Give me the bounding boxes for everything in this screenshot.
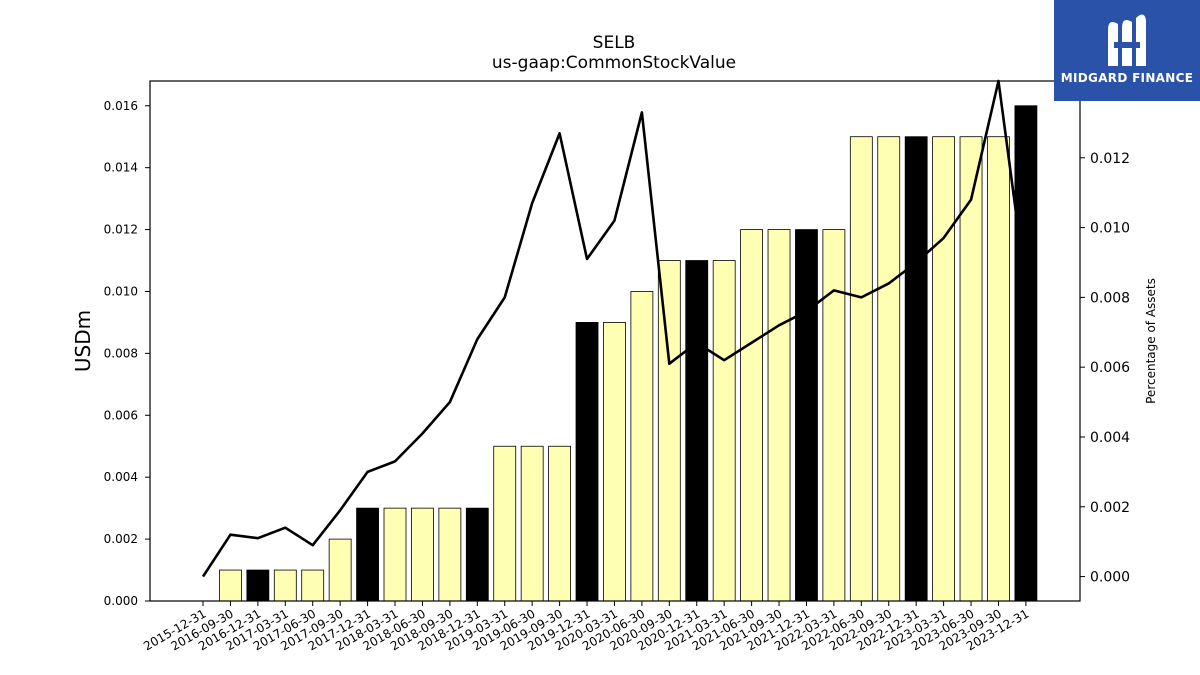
chart-title: SELB: [593, 33, 636, 53]
bar: [465, 507, 489, 602]
bar: [657, 260, 681, 602]
bar: [575, 322, 599, 602]
bar: [712, 260, 736, 602]
bar: [904, 136, 928, 602]
y-tick-label: 0.002: [104, 532, 138, 546]
bar: [822, 229, 846, 602]
midgard-logo-icon: [1108, 14, 1146, 67]
bar: [438, 507, 462, 602]
series-line: [201, 79, 1028, 578]
x-axis: 2015-12-312016-09-302016-12-312017-03-31…: [141, 601, 1031, 653]
y2-tick-label: 0.008: [1090, 290, 1130, 306]
y-tick-label: 0.006: [104, 408, 138, 422]
bar: [959, 136, 983, 602]
y-tick-label: 0.010: [104, 284, 138, 298]
brand-logo: MIDGARD FINANCE: [1054, 0, 1200, 101]
y-tick-label: 0.016: [104, 99, 138, 113]
bar: [520, 445, 544, 602]
bar: [548, 445, 571, 602]
bar: [877, 136, 901, 602]
line-group: [201, 79, 1028, 578]
bar: [246, 569, 270, 602]
y-tick-label: 0.004: [104, 470, 138, 484]
chart-subtitle: us-gaap:CommonStockValue: [492, 53, 736, 73]
bar: [1014, 105, 1038, 602]
bar-group: [219, 105, 1038, 602]
y2-axis-label: Percentage of Assets: [1144, 278, 1158, 404]
y-tick-label: 0.012: [104, 223, 138, 237]
y-axis-left: 0.000 0.002 0.004 0.006 0.008 0.010 0.012 0.014…: [104, 99, 150, 608]
bar: [795, 229, 818, 602]
y-tick-label: 0.014: [104, 161, 138, 175]
y2-tick-label: 0.004: [1090, 430, 1130, 446]
bar: [356, 507, 379, 602]
bar: [767, 229, 791, 602]
bar: [411, 507, 434, 602]
plot-frame: [149, 80, 1081, 602]
y2-tick-label: 0.002: [1090, 500, 1130, 516]
bar: [932, 136, 956, 602]
bar: [273, 569, 297, 602]
y2-tick-label: 0.000: [1090, 570, 1130, 586]
bar: [685, 260, 709, 602]
brand-name: MIDGARD FINANCE: [1060, 71, 1194, 85]
y-tick-label: 0.008: [104, 346, 138, 360]
bar: [740, 229, 763, 602]
bar: [328, 538, 352, 602]
bar: [493, 445, 517, 602]
bar: [630, 291, 654, 602]
bar: [219, 569, 242, 602]
bar: [849, 136, 873, 602]
y2-tick-label: 0.006: [1090, 360, 1130, 376]
y2-tick-label: 0.010: [1090, 221, 1130, 237]
bar: [603, 322, 626, 602]
y-axis-label: USDm: [71, 310, 95, 372]
bar: [383, 507, 407, 602]
y2-tick-label: 0.012: [1090, 151, 1130, 167]
bar: [987, 136, 1010, 602]
y-tick-label: 0.000: [104, 594, 138, 608]
bar: [301, 569, 325, 602]
